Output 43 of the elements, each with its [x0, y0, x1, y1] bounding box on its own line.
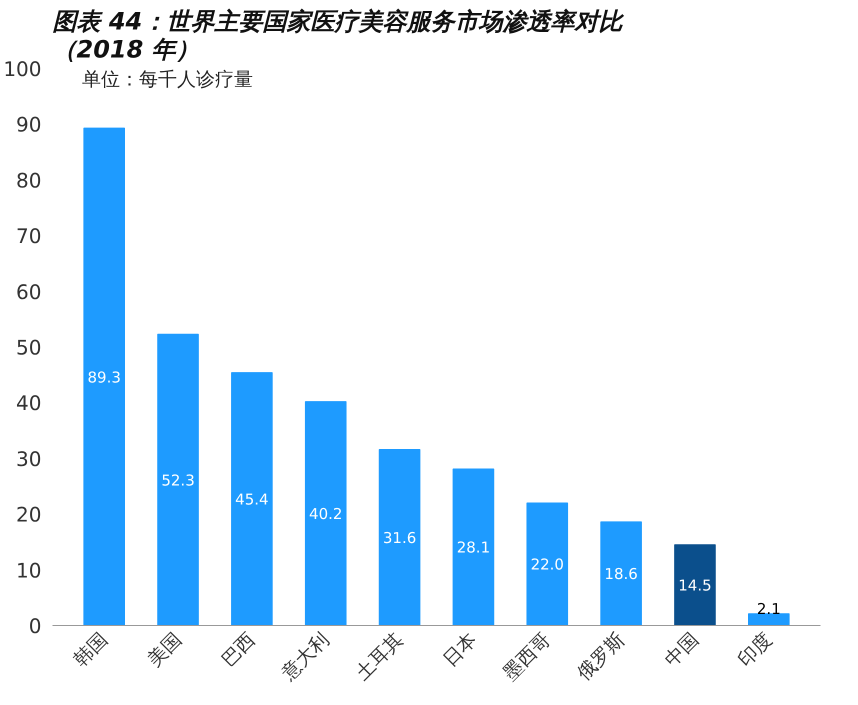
bar — [748, 613, 790, 626]
x-tick-label: 土耳其 — [351, 628, 408, 685]
y-tick-label: 100 — [3, 57, 42, 81]
bar — [231, 372, 273, 626]
bar — [600, 521, 642, 626]
bar — [526, 502, 568, 626]
data-label: 14.5 — [678, 576, 712, 595]
data-label: 89.3 — [87, 368, 121, 386]
x-tick-label: 俄罗斯 — [573, 628, 629, 685]
data-label: 22.0 — [530, 556, 564, 574]
bar — [452, 468, 494, 626]
x-tick-label: 中国 — [660, 628, 703, 672]
data-label: 31.6 — [382, 528, 416, 547]
y-tick-label: 80 — [16, 168, 42, 192]
x-tick-label: 印度 — [734, 628, 777, 672]
y-tick-label: 0 — [28, 614, 42, 638]
x-tick-label: 韩国 — [70, 628, 112, 672]
x-tick-label: 日本 — [438, 628, 482, 672]
chart-title: 图表 44：世界主要国家医疗美容服务市场渗透率对比（2018 年） — [52, 8, 624, 64]
bar — [378, 448, 420, 626]
bar — [304, 401, 347, 626]
y-tick-label: 10 — [16, 558, 42, 582]
bar — [157, 334, 199, 626]
y-tick-label: 90 — [16, 112, 42, 137]
y-tick-label: 60 — [16, 280, 42, 304]
x-tick-label: 意大利 — [276, 628, 334, 686]
data-label: 45.4 — [235, 490, 269, 509]
annotation: 单位：每千人诊疗量 — [82, 68, 254, 90]
y-tick-label: 30 — [16, 446, 42, 471]
bar — [674, 544, 716, 626]
y-tick-label: 40 — [16, 391, 42, 416]
x-tick-label: 美国 — [143, 628, 186, 672]
data-label: 2.1 — [756, 600, 781, 618]
data-label: 40.2 — [309, 505, 342, 524]
bar — [83, 128, 125, 626]
y-tick-label: 70 — [16, 224, 42, 248]
x-tick-label: 巴西 — [217, 628, 260, 672]
y-tick-label: 50 — [16, 336, 42, 360]
data-label: 28.1 — [456, 538, 490, 557]
y-tick-label: 20 — [16, 502, 42, 527]
data-label: 18.6 — [604, 565, 638, 584]
data-label: 52.3 — [161, 471, 195, 490]
x-tick-label: 墨西哥 — [499, 628, 556, 685]
